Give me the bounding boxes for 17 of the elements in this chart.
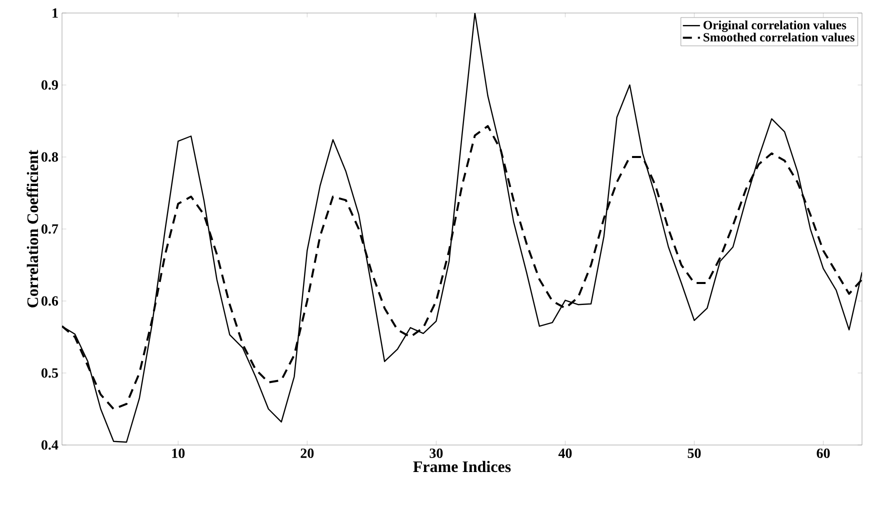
y-tick-label: 0.4 — [42, 440, 58, 450]
y-tick-label: 0.6 — [42, 296, 58, 306]
y-tick-label: 0.9 — [42, 80, 58, 90]
legend-label: Original correlation values — [704, 20, 846, 32]
x-tick-label: 20 — [300, 448, 314, 458]
x-axis-title: Frame Indices — [413, 460, 511, 472]
x-tick-label: 60 — [816, 448, 830, 458]
y-tick-label: 0.8 — [42, 152, 58, 162]
y-axis-title: Correlation Coefficient — [26, 150, 38, 308]
y-tick-label: 0.7 — [42, 224, 58, 234]
x-tick-label: 10 — [172, 448, 185, 458]
x-tick-label: 30 — [430, 448, 443, 458]
x-tick-label: 40 — [558, 448, 572, 458]
x-tick-label: 50 — [688, 448, 701, 458]
y-tick-label: 0.5 — [42, 368, 58, 378]
y-tick-label: 1 — [52, 8, 58, 18]
legend-label: Smoothed correlation values — [704, 32, 854, 42]
